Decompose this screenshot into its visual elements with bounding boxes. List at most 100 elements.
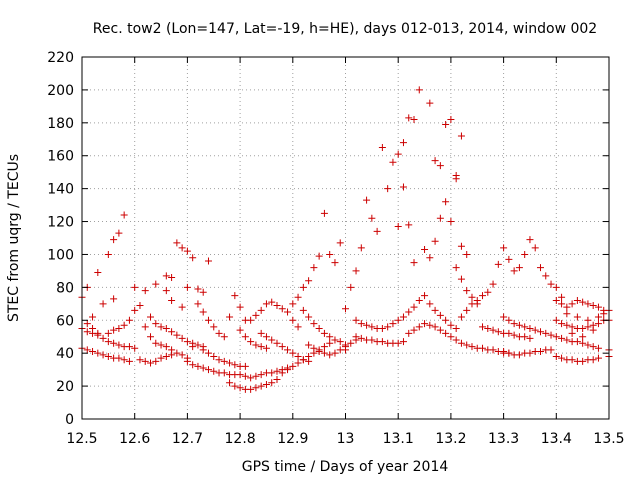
data-point: [378, 338, 386, 346]
data-point: [289, 300, 297, 308]
data-point: [536, 328, 544, 336]
data-point: [505, 349, 513, 357]
data-point: [357, 320, 365, 328]
data-point: [389, 158, 397, 166]
data-point: [152, 320, 160, 328]
data-point: [568, 356, 576, 364]
data-point: [594, 313, 602, 321]
data-point: [152, 357, 160, 365]
data-point: [447, 116, 455, 124]
data-point: [173, 349, 181, 357]
data-point: [268, 336, 276, 344]
data-point: [336, 346, 344, 354]
data-point: [257, 382, 265, 390]
data-point: [436, 326, 444, 334]
data-point: [278, 305, 286, 313]
data-point: [494, 328, 502, 336]
data-point: [558, 354, 566, 362]
y-tick-label: 100: [47, 247, 74, 263]
data-point: [294, 359, 302, 367]
data-point: [162, 352, 170, 360]
data-point: [115, 229, 123, 237]
data-point: [384, 323, 392, 331]
data-point: [157, 341, 165, 349]
data-point: [457, 275, 465, 283]
data-point: [241, 333, 249, 341]
data-point: [199, 346, 207, 354]
data-point: [320, 349, 328, 357]
data-point: [426, 99, 434, 107]
data-point: [115, 341, 123, 349]
data-point: [89, 348, 97, 356]
data-point: [521, 333, 529, 341]
data-point: [326, 339, 334, 347]
data-point: [394, 316, 402, 324]
data-point: [136, 356, 144, 364]
data-point: [215, 329, 223, 337]
data-point: [168, 297, 176, 305]
data-point: [147, 359, 155, 367]
x-tick-label: 12.6: [119, 431, 150, 447]
data-point: [305, 352, 313, 360]
data-point: [173, 331, 181, 339]
y-tick-label: 140: [47, 182, 74, 198]
data-point: [141, 357, 149, 365]
data-point: [262, 344, 270, 352]
data-point: [220, 333, 228, 341]
data-point: [484, 288, 492, 296]
data-point: [183, 338, 191, 346]
data-point: [310, 320, 318, 328]
data-point: [204, 366, 212, 374]
data-point: [104, 250, 112, 258]
data-point: [558, 334, 566, 342]
data-point: [247, 338, 255, 346]
data-point: [194, 300, 202, 308]
data-point: [289, 316, 297, 324]
data-point: [426, 300, 434, 308]
data-point: [231, 361, 239, 369]
data-point: [563, 321, 571, 329]
chart-title: Rec. tow2 (Lon=147, Lat=-19, h=HE), days…: [93, 21, 597, 37]
data-point: [331, 336, 339, 344]
data-point: [110, 326, 118, 334]
x-tick-label: 13: [337, 431, 355, 447]
data-point: [500, 244, 508, 252]
data-point: [189, 361, 197, 369]
data-point: [579, 298, 587, 306]
data-point: [479, 344, 487, 352]
data-point: [152, 280, 160, 288]
data-point: [94, 269, 102, 277]
data-point: [289, 349, 297, 357]
data-point: [431, 323, 439, 331]
data-point: [141, 323, 149, 331]
data-point: [552, 333, 560, 341]
data-point: [394, 222, 402, 230]
data-point: [473, 297, 481, 305]
data-point: [120, 211, 128, 219]
data-point: [347, 283, 355, 291]
data-point: [294, 293, 302, 301]
data-point: [83, 346, 91, 354]
data-point: [299, 306, 307, 314]
data-point: [505, 255, 513, 263]
y-tick-label: 80: [56, 280, 74, 296]
data-point: [125, 343, 133, 351]
data-point: [83, 328, 91, 336]
data-point: [204, 316, 212, 324]
data-point: [320, 343, 328, 351]
data-point: [315, 252, 323, 260]
data-point: [547, 331, 555, 339]
data-point: [594, 354, 602, 362]
x-axis-label: GPS time / Days of year 2014: [242, 459, 449, 475]
data-point: [252, 384, 260, 392]
data-point: [457, 339, 465, 347]
x-tick-label: 13.3: [488, 431, 519, 447]
data-point: [579, 357, 587, 365]
data-point: [431, 306, 439, 314]
data-point: [252, 341, 260, 349]
data-point: [189, 343, 197, 351]
data-point: [410, 326, 418, 334]
data-point: [552, 297, 560, 305]
data-point: [579, 325, 587, 332]
y-tick-label: 40: [56, 346, 74, 362]
